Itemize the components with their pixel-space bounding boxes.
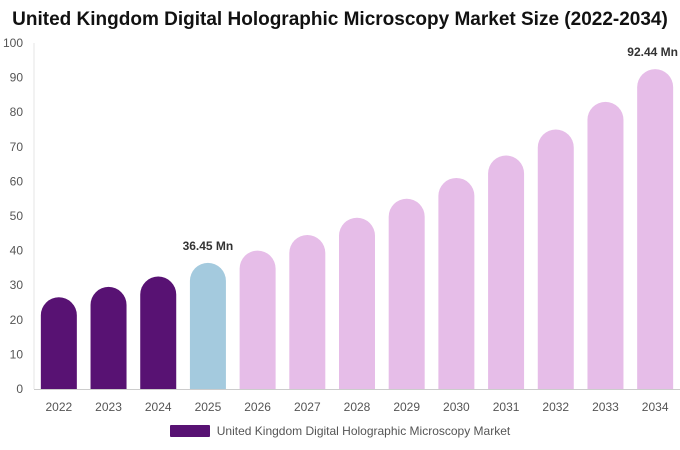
x-tick-label: 2022 [45, 400, 72, 414]
y-tick-label: 70 [10, 140, 24, 154]
bar-2028 [339, 217, 375, 389]
x-tick-label: 2030 [443, 400, 470, 414]
legend: United Kingdom Digital Holographic Micro… [0, 424, 680, 438]
bar-2027 [289, 235, 326, 389]
bar-2025 [189, 262, 226, 389]
legend-swatch [169, 425, 210, 437]
bar-2023 [90, 286, 127, 389]
y-tick-label: 80 [10, 105, 24, 119]
x-tick-label: 2025 [195, 400, 222, 414]
bar-2031 [488, 155, 525, 389]
chart-bars [40, 69, 674, 390]
bar-2030 [438, 177, 475, 389]
bar-2022 [40, 297, 77, 389]
x-tick-label: 2026 [244, 400, 271, 414]
x-tick-label: 2032 [542, 400, 569, 414]
x-tick-label: 2027 [294, 400, 321, 414]
bar-2029 [388, 198, 425, 389]
x-tick-label: 2029 [393, 400, 420, 414]
bar-2034 [637, 69, 674, 390]
bar-2024 [140, 276, 177, 389]
y-tick-label: 0 [16, 382, 23, 396]
bar-2026 [239, 250, 276, 389]
y-tick-label: 100 [3, 36, 23, 50]
data-label-2025: 36.45 Mn [183, 239, 234, 253]
x-tick-label: 2024 [145, 400, 172, 414]
y-tick-label: 40 [10, 244, 24, 258]
chart-data-labels: 36.45 Mn 92.44 Mn [183, 45, 678, 253]
y-tick-label: 20 [10, 313, 24, 327]
x-tick-label: 2033 [592, 400, 619, 414]
x-tick-label: 2023 [95, 400, 122, 414]
chart-title: United Kingdom Digital Holographic Micro… [12, 9, 668, 30]
y-tick-label: 50 [10, 209, 24, 223]
x-tick-label: 2031 [493, 400, 520, 414]
y-tick-label: 30 [10, 278, 24, 292]
bar-2032 [537, 129, 574, 389]
x-tick-label: 2034 [642, 400, 669, 414]
y-tick-label: 60 [10, 174, 24, 188]
bar-2033 [587, 101, 624, 389]
x-tick-label: 2028 [344, 400, 371, 414]
legend-label: United Kingdom Digital Holographic Micro… [216, 424, 511, 438]
y-tick-label: 90 [10, 71, 24, 85]
data-label-2034: 92.44 Mn [627, 45, 678, 59]
y-tick-label: 10 [10, 347, 24, 361]
